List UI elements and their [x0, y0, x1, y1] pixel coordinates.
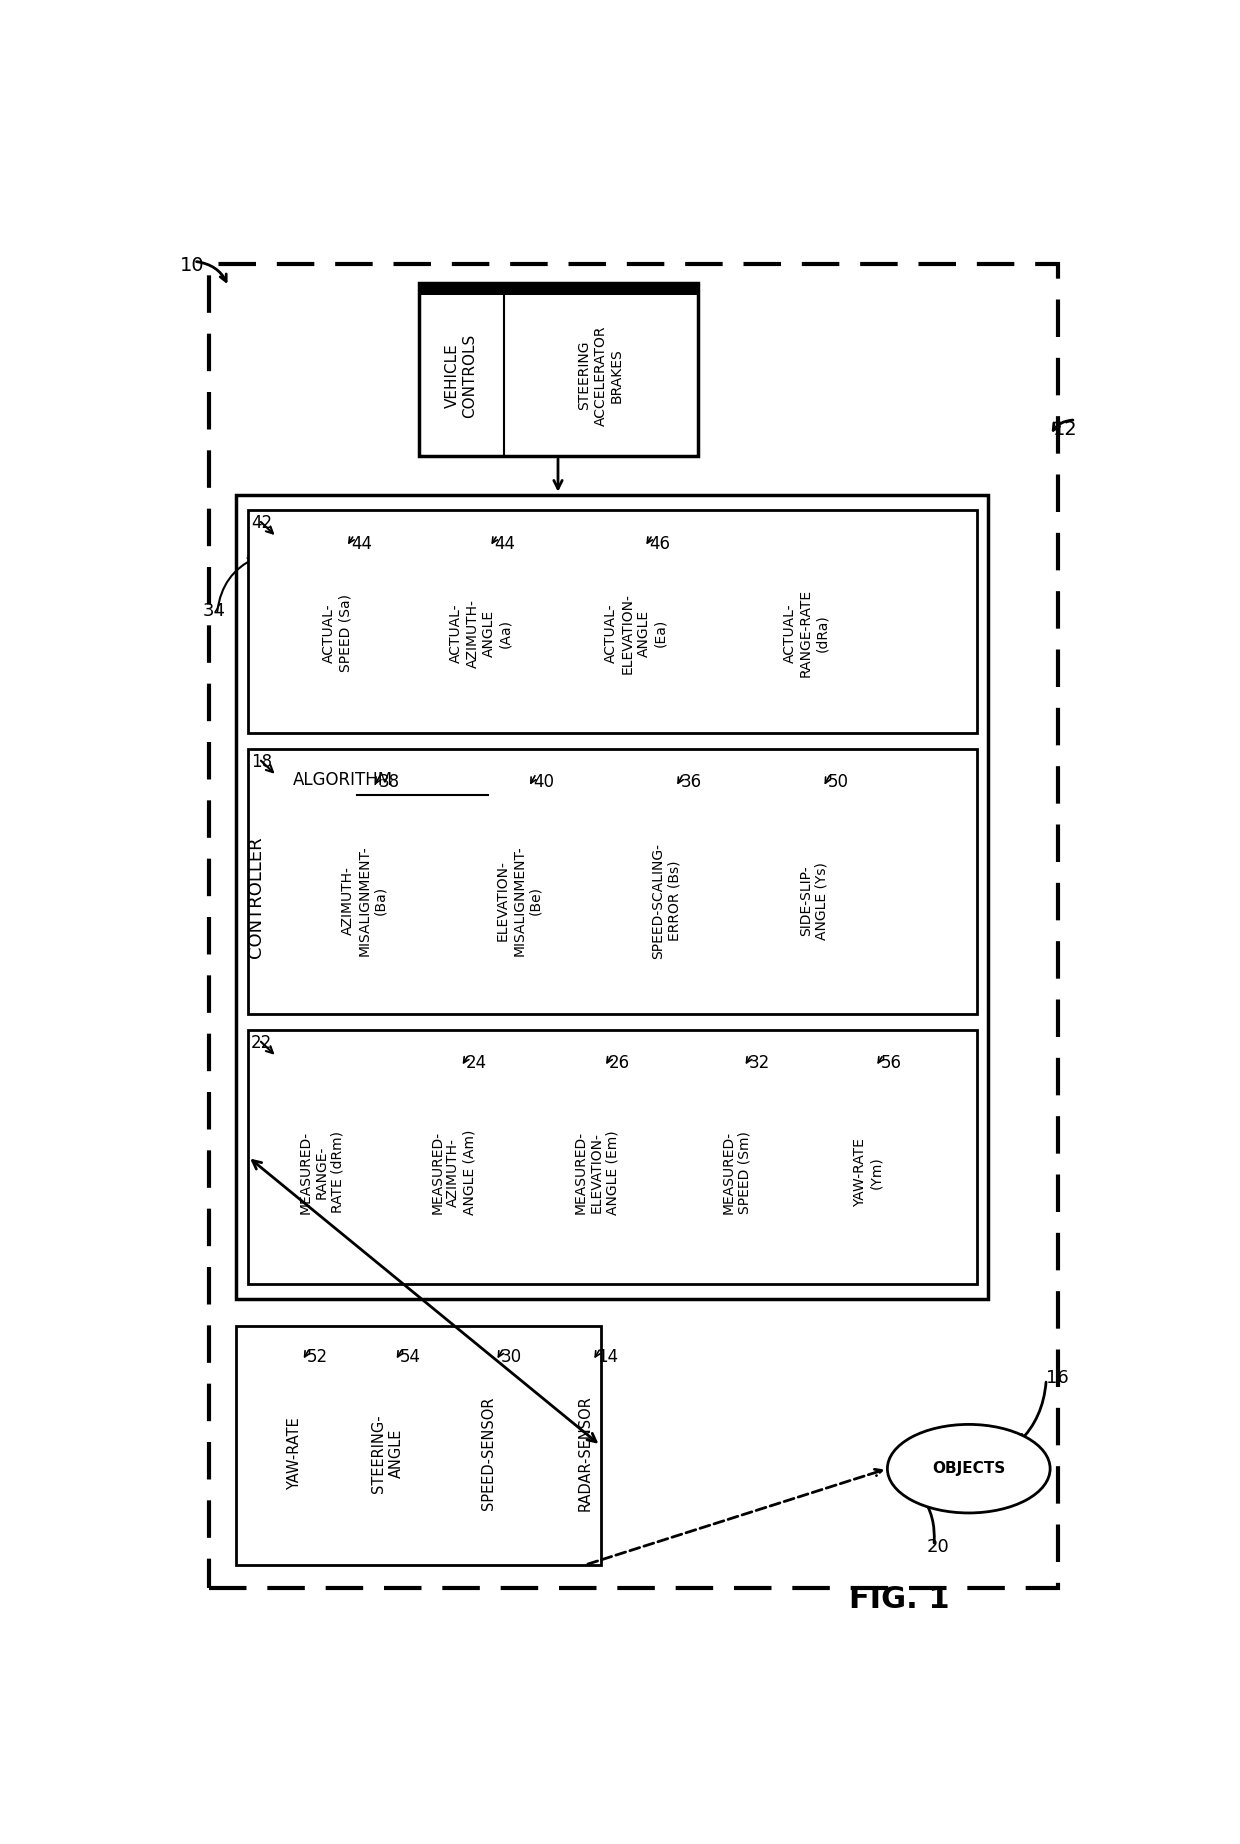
Text: VEHICLE
CONTROLS: VEHICLE CONTROLS: [445, 334, 477, 419]
Text: 52: 52: [306, 1348, 329, 1366]
Text: FIG. 1: FIG. 1: [848, 1586, 950, 1614]
Bar: [248, 749, 977, 1014]
Text: ACTUAL-
SPEED (Sa): ACTUAL- SPEED (Sa): [322, 594, 352, 673]
Text: MEASURED-
SPEED (Sm): MEASURED- SPEED (Sm): [722, 1130, 751, 1213]
Text: 14: 14: [598, 1348, 619, 1366]
Text: 40: 40: [533, 773, 554, 791]
Text: OBJECTS: OBJECTS: [932, 1460, 1006, 1477]
Text: STEERING
ACCELERATOR
BRAKES: STEERING ACCELERATOR BRAKES: [578, 325, 624, 426]
Bar: [210, 264, 1058, 1588]
Bar: [237, 494, 988, 1300]
Text: STEERING-
ANGLE: STEERING- ANGLE: [371, 1414, 404, 1492]
Text: 32: 32: [749, 1055, 770, 1073]
Text: 50: 50: [828, 773, 848, 791]
Text: ELEVATION-
MISALIGNMENT-
(Be): ELEVATION- MISALIGNMENT- (Be): [496, 846, 542, 957]
Text: MEASURED-
RANGE-
RATE (dRm): MEASURED- RANGE- RATE (dRm): [299, 1130, 345, 1213]
Bar: [248, 1029, 977, 1283]
Bar: [237, 1326, 600, 1566]
Text: 18: 18: [250, 752, 273, 771]
Text: 26: 26: [609, 1055, 630, 1073]
Ellipse shape: [888, 1424, 1050, 1512]
Text: CONTROLLER: CONTROLLER: [247, 835, 265, 957]
Text: 56: 56: [880, 1055, 901, 1073]
Text: 16: 16: [1047, 1368, 1069, 1387]
Text: 44: 44: [495, 535, 516, 553]
Text: ACTUAL-
ELEVATION-
ANGLE
(Ea): ACTUAL- ELEVATION- ANGLE (Ea): [604, 592, 667, 673]
Text: YAW-RATE
(Ym): YAW-RATE (Ym): [853, 1138, 883, 1206]
Text: 42: 42: [250, 514, 273, 531]
Text: 34: 34: [203, 603, 226, 620]
Text: 24: 24: [466, 1055, 487, 1073]
Bar: [419, 282, 697, 455]
Text: 10: 10: [180, 256, 205, 275]
Bar: [419, 282, 697, 295]
Text: 54: 54: [399, 1348, 420, 1366]
Text: 22: 22: [250, 1034, 273, 1051]
Text: ACTUAL-
RANGE-RATE
(dRa): ACTUAL- RANGE-RATE (dRa): [782, 590, 830, 677]
Text: 46: 46: [650, 535, 671, 553]
Text: 44: 44: [351, 535, 372, 553]
Text: MEASURED-
ELEVATION-
ANGLE (Em): MEASURED- ELEVATION- ANGLE (Em): [574, 1130, 620, 1215]
Text: SIDE-SLIP-
ANGLE (Ys): SIDE-SLIP- ANGLE (Ys): [799, 861, 828, 940]
Text: MEASURED-
AZIMUTH-
ANGLE (Am): MEASURED- AZIMUTH- ANGLE (Am): [430, 1130, 476, 1215]
Text: 30: 30: [501, 1348, 522, 1366]
Text: AZIMUTH-
MISALIGNMENT-
(Ba): AZIMUTH- MISALIGNMENT- (Ba): [341, 846, 387, 957]
Text: YAW-RATE: YAW-RATE: [286, 1416, 303, 1490]
Text: SPEED-SENSOR: SPEED-SENSOR: [481, 1396, 496, 1510]
Text: 20: 20: [926, 1538, 949, 1556]
Text: RADAR-SENSOR: RADAR-SENSOR: [578, 1396, 593, 1512]
Text: 38: 38: [378, 773, 399, 791]
Text: ACTUAL-
AZIMUTH-
ANGLE
(Aa): ACTUAL- AZIMUTH- ANGLE (Aa): [449, 599, 512, 668]
Text: 12: 12: [1053, 420, 1078, 439]
Bar: [248, 511, 977, 734]
Text: ALGORITHM: ALGORITHM: [293, 771, 393, 789]
Text: 36: 36: [681, 773, 702, 791]
Text: SPEED-SCALING-
ERROR (Bs): SPEED-SCALING- ERROR (Bs): [651, 843, 682, 959]
